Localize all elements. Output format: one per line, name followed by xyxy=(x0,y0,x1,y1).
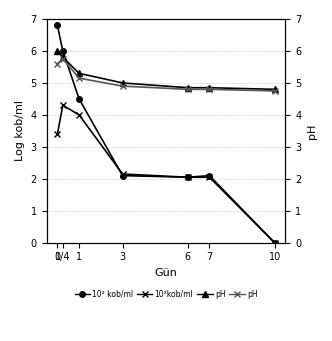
10²kob/ml xyxy=(186,175,190,179)
pH xyxy=(77,76,81,80)
Line: 10²kob/ml: 10²kob/ml xyxy=(54,103,278,246)
pH xyxy=(61,55,65,59)
pH xyxy=(55,62,59,66)
pH xyxy=(121,81,124,85)
pH xyxy=(273,87,277,91)
Line: pH: pH xyxy=(54,56,278,94)
Line: 10² kob/ml: 10² kob/ml xyxy=(54,23,278,246)
pH xyxy=(208,87,211,91)
pH xyxy=(186,87,190,91)
10² kob/ml xyxy=(61,49,65,53)
pH xyxy=(61,57,65,61)
10² kob/ml xyxy=(77,97,81,101)
10²kob/ml xyxy=(55,132,59,136)
10²kob/ml xyxy=(121,172,124,176)
10² kob/ml xyxy=(273,241,277,245)
pH xyxy=(208,86,211,90)
pH xyxy=(186,86,190,90)
pH xyxy=(55,49,59,53)
Y-axis label: Log kob/ml: Log kob/ml xyxy=(15,100,25,161)
10²kob/ml xyxy=(273,241,277,245)
Y-axis label: pH: pH xyxy=(307,123,317,138)
10² kob/ml xyxy=(186,175,190,179)
10²kob/ml xyxy=(77,113,81,117)
10² kob/ml xyxy=(208,174,211,178)
pH xyxy=(121,84,124,88)
Line: pH: pH xyxy=(54,48,278,92)
pH xyxy=(77,71,81,75)
Legend: 10² kob/ml, 10²kob/ml, pH, pH: 10² kob/ml, 10²kob/ml, pH, pH xyxy=(71,287,261,302)
10²kob/ml xyxy=(208,175,211,179)
pH xyxy=(273,89,277,93)
10² kob/ml xyxy=(121,174,124,178)
10² kob/ml xyxy=(55,23,59,27)
X-axis label: Gün: Gün xyxy=(155,268,177,278)
10²kob/ml xyxy=(61,103,65,107)
